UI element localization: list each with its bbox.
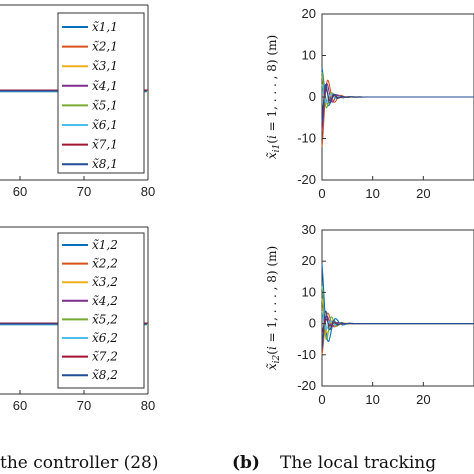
x-tick-label: 10 [365, 392, 379, 407]
y-tick-label: 20 [302, 6, 316, 21]
series-line [321, 72, 474, 109]
caption-left: the controller (28) [0, 453, 159, 473]
series-line [321, 315, 474, 343]
y-tick-label: -10 [297, 347, 316, 362]
x-tick-label: 60 [13, 398, 27, 413]
panel-bottom-right-frame [321, 229, 474, 387]
y-tick-label: 10 [302, 284, 316, 299]
legend-label: x̃1,2 [92, 238, 118, 252]
y-tick-label: 30 [302, 222, 316, 237]
legend-label: x̃8,2 [92, 368, 118, 382]
panel-top-left-x-ticks: 60 70 80 [13, 176, 155, 199]
series-line [321, 83, 474, 122]
legend-bottom-left: x̃1,2 x̃2,2 x̃3,2 x̃4,2 x̃5,2 x̃6,2 x̃7,2 x̃8,2 [57, 232, 145, 389]
panel-bottom-left: 60 70 80 x̃1,2 x̃2,2 x̃3,2 x̃4,2 x̃5,2 x̃6,2 x̃7… [0, 226, 155, 413]
x-tick-label: 80 [141, 184, 155, 199]
series-line [321, 286, 474, 341]
series-line [321, 298, 474, 334]
x-tick-label: 20 [416, 186, 430, 201]
series-line [321, 84, 474, 104]
legend-label: x̃7,2 [92, 350, 118, 364]
y-tick-label: 20 [302, 253, 316, 268]
panel-top-left-axes [0, 4, 149, 181]
series-line [321, 312, 474, 355]
x-tick-label: 70 [77, 398, 91, 413]
x-tick-label: 0 [318, 392, 325, 407]
series-line [321, 310, 474, 330]
legend-label: x̃1,1 [92, 20, 118, 34]
series-line [321, 88, 474, 114]
panel-bottom-right-series [321, 264, 474, 355]
series-line [321, 318, 474, 334]
legend-top-left: x̃1,1 x̃2,1 x̃3,1 x̃4,1 x̃5,1 x̃6,1 x̃7,1 x̃8,1 [57, 12, 145, 174]
series-line [321, 79, 474, 147]
panel-top-right-ylabel: x̃i1(i = 1, . . . , 8) (m) [265, 35, 282, 159]
panel-top-left-series [0, 89, 148, 93]
panel-bottom-right-ylabel: x̃i2(i = 1, . . . , 8) (m) [265, 246, 282, 370]
legend-label: x̃3,1 [92, 59, 118, 73]
x-tick-label: 80 [141, 398, 155, 413]
legend-label: x̃6,2 [92, 331, 118, 345]
x-tick-label: 60 [13, 184, 27, 199]
y-tick-label: -10 [297, 131, 316, 146]
legend-label: x̃5,2 [92, 312, 118, 326]
caption-right-tag: (b) [232, 453, 260, 473]
legend-label: x̃5,1 [92, 98, 118, 112]
y-tick-label: 0 [309, 316, 316, 331]
legend-label: x̃3,2 [92, 275, 118, 289]
series-line [321, 67, 474, 107]
legend-label: x̃4,1 [92, 79, 118, 93]
x-tick-label: 10 [365, 186, 379, 201]
x-tick-label: 70 [77, 184, 91, 199]
series-line [321, 264, 474, 343]
panel-bottom-left-series [0, 322, 148, 326]
x-tick-label: 20 [416, 392, 430, 407]
series-line [321, 310, 474, 349]
panel-top-left: 60 70 80 x̃1,1 x̃2,1 x̃3,1 x̃4,1 x̃5,1 x̃6,1 x̃7… [0, 4, 155, 199]
legend-label: x̃2,2 [92, 257, 118, 271]
legend-label: x̃6,1 [92, 118, 118, 132]
x-tick-label: 0 [318, 186, 325, 201]
panel-bottom-left-axes [0, 226, 149, 395]
series-line [321, 76, 474, 106]
y-tick-label: 10 [302, 48, 316, 63]
legend-label: x̃2,1 [92, 40, 118, 54]
caption-right-text: The local tracking [280, 453, 436, 473]
y-tick-label: 0 [309, 89, 316, 104]
panel-top-right-series [321, 67, 474, 147]
legend-label: x̃8,1 [92, 157, 118, 171]
panel-bottom-left-x-ticks: 60 70 80 [13, 390, 155, 413]
legend-label: x̃7,1 [92, 138, 118, 152]
legend-label: x̃4,2 [92, 294, 118, 308]
y-tick-label: -20 [297, 378, 316, 393]
y-tick-label: -20 [297, 172, 316, 187]
series-line [321, 83, 474, 131]
